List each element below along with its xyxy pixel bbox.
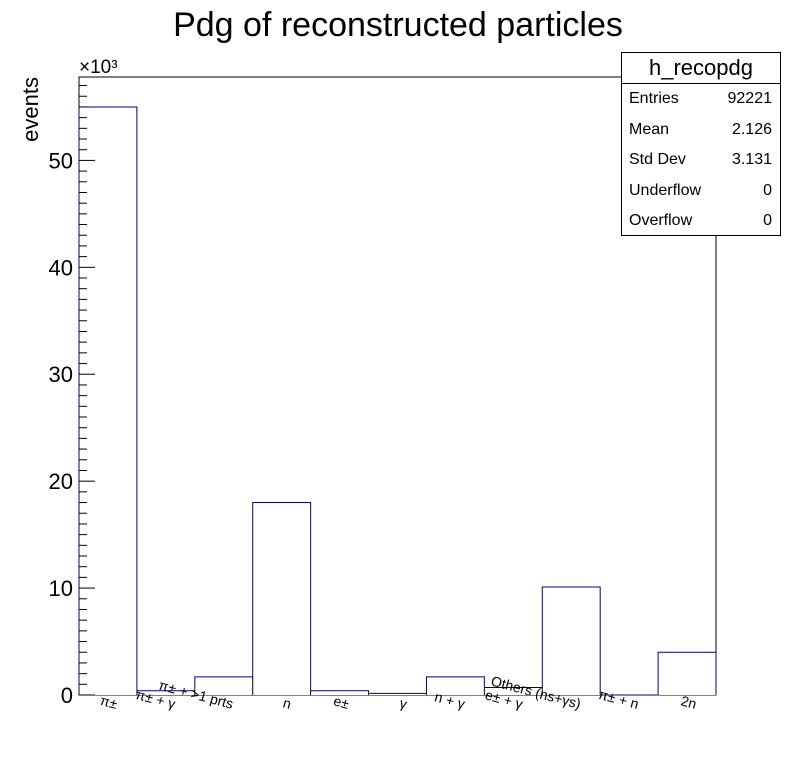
- y-tick-label: 30: [49, 362, 73, 387]
- x-tick-label: e±: [332, 692, 351, 712]
- bar: [426, 676, 485, 695]
- stats-label: Entries: [629, 90, 679, 107]
- stats-label: Std Dev: [629, 151, 686, 169]
- bar: [194, 676, 253, 695]
- stats-label: Mean: [629, 120, 670, 138]
- stats-row-underflow: Underflow 0: [622, 176, 780, 207]
- chart-title: Pdg of reconstructed particles: [173, 6, 623, 44]
- stats-value: 0: [763, 212, 772, 230]
- bar: [136, 690, 195, 695]
- bar: [368, 693, 427, 695]
- stats-value: 0: [763, 181, 772, 199]
- stats-value: 3.131: [731, 151, 772, 169]
- stats-row-entries: Entries 92221: [622, 84, 780, 115]
- bar: [310, 690, 369, 695]
- y-tick-label: 50: [49, 148, 73, 173]
- stats-box: h_recopdg Entries 92221 Mean 2.126 Std D…: [621, 52, 781, 236]
- x-tick-label: 2n: [679, 692, 698, 711]
- x-tick-label: n: [281, 694, 293, 711]
- y-multiplier-label: ×10³: [79, 57, 118, 78]
- stats-row-overflow: Overflow 0: [622, 206, 780, 237]
- bar: [542, 587, 601, 695]
- histogram-outline: [78, 106, 717, 696]
- y-tick-label: 10: [49, 576, 73, 601]
- bar: [484, 687, 543, 695]
- stats-row-mean: Mean 2.126: [622, 115, 780, 146]
- bar: [658, 652, 716, 695]
- x-tick-label: γ: [398, 695, 409, 712]
- bar: [79, 106, 137, 695]
- x-tick-label: n + γ: [433, 688, 467, 711]
- stats-value: 2.126: [731, 120, 772, 138]
- y-tick-label: 40: [49, 255, 73, 280]
- stats-label: Underflow: [629, 181, 702, 199]
- y-axis-label: events: [18, 77, 43, 142]
- stats-value: 92221: [727, 90, 773, 107]
- stats-row-stddev: Std Dev 3.131: [622, 145, 780, 176]
- bar: [252, 502, 311, 695]
- y-tick-label: 0: [61, 683, 73, 708]
- x-tick-label: π± + n: [597, 686, 641, 712]
- x-tick-label: π±: [98, 692, 119, 712]
- stats-box-title: h_recopdg: [622, 53, 780, 84]
- y-tick-label: 20: [49, 469, 73, 494]
- stats-label: Overflow: [629, 212, 693, 230]
